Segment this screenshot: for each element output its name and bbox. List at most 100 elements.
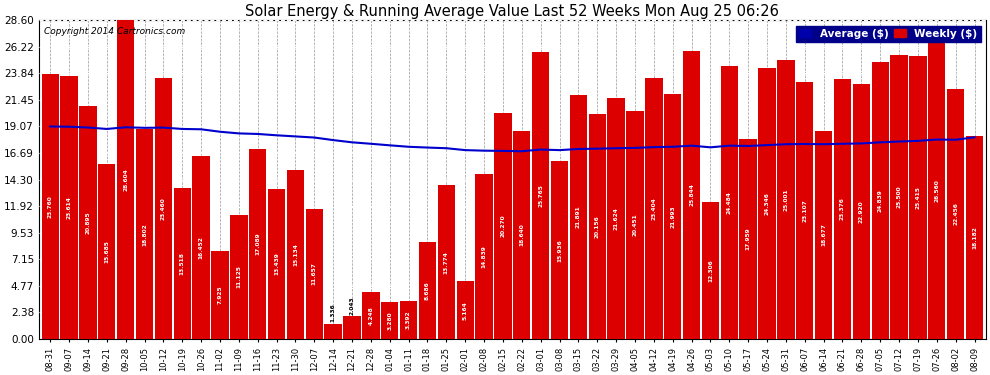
Bar <box>325 324 342 339</box>
Bar <box>400 301 418 339</box>
Text: 20.270: 20.270 <box>500 215 506 237</box>
Bar <box>249 148 266 339</box>
Text: 23.107: 23.107 <box>802 199 807 222</box>
Bar <box>419 242 437 339</box>
Text: 15.936: 15.936 <box>557 239 562 261</box>
Bar <box>60 76 78 339</box>
Text: 12.306: 12.306 <box>708 259 713 282</box>
Text: 11.657: 11.657 <box>312 262 317 285</box>
Text: 18.802: 18.802 <box>142 223 148 246</box>
Text: 23.760: 23.760 <box>48 195 52 218</box>
Text: 25.415: 25.415 <box>916 186 921 209</box>
Bar <box>494 113 512 339</box>
Text: 24.346: 24.346 <box>764 192 769 215</box>
Bar <box>589 114 606 339</box>
Text: 25.765: 25.765 <box>539 184 544 207</box>
Bar <box>98 164 116 339</box>
Bar <box>928 43 945 339</box>
Bar <box>834 78 851 339</box>
Bar <box>721 66 738 339</box>
Text: 2.043: 2.043 <box>349 296 354 315</box>
Bar <box>154 78 172 339</box>
Text: 20.156: 20.156 <box>595 215 600 238</box>
Text: 16.452: 16.452 <box>199 236 204 259</box>
Text: 23.460: 23.460 <box>161 197 166 220</box>
Text: 3.280: 3.280 <box>387 311 392 330</box>
Text: 8.686: 8.686 <box>425 281 430 300</box>
Text: 25.500: 25.500 <box>897 186 902 208</box>
Text: 25.844: 25.844 <box>689 183 694 206</box>
Text: 4.248: 4.248 <box>368 306 373 325</box>
Bar <box>306 209 323 339</box>
Bar <box>683 51 700 339</box>
Text: Copyright 2014 Cartronics.com: Copyright 2014 Cartronics.com <box>44 27 185 36</box>
Bar <box>702 202 719 339</box>
Bar <box>381 302 398 339</box>
Bar <box>192 156 210 339</box>
Text: 23.614: 23.614 <box>66 196 71 219</box>
Bar <box>608 98 625 339</box>
Bar <box>231 215 248 339</box>
Bar <box>815 131 833 339</box>
Text: 11.125: 11.125 <box>237 266 242 288</box>
Text: 24.484: 24.484 <box>727 191 732 214</box>
Bar <box>569 95 587 339</box>
Text: 13.439: 13.439 <box>274 253 279 276</box>
Text: 1.336: 1.336 <box>331 304 336 322</box>
Text: 25.001: 25.001 <box>783 188 788 211</box>
Text: 21.624: 21.624 <box>614 207 619 230</box>
Bar <box>287 170 304 339</box>
Bar <box>627 111 644 339</box>
Bar <box>966 136 983 339</box>
Text: 20.895: 20.895 <box>85 211 90 234</box>
Bar <box>796 81 814 339</box>
Bar <box>268 189 285 339</box>
Bar <box>79 106 97 339</box>
Text: 24.839: 24.839 <box>878 189 883 212</box>
Bar <box>777 60 795 339</box>
Bar <box>550 161 568 339</box>
Text: 5.164: 5.164 <box>462 301 467 320</box>
Bar <box>909 56 927 339</box>
Text: 23.376: 23.376 <box>840 197 845 220</box>
Text: 13.774: 13.774 <box>444 251 448 274</box>
Text: 18.640: 18.640 <box>520 224 525 246</box>
Text: 21.891: 21.891 <box>576 206 581 228</box>
Bar <box>362 292 379 339</box>
Bar <box>475 174 493 339</box>
Text: 7.925: 7.925 <box>218 285 223 304</box>
Bar <box>947 89 964 339</box>
Text: 3.392: 3.392 <box>406 311 411 329</box>
Text: 15.134: 15.134 <box>293 243 298 266</box>
Text: 15.685: 15.685 <box>104 240 109 263</box>
Text: 17.959: 17.959 <box>745 228 750 250</box>
Bar <box>740 139 756 339</box>
Text: 22.920: 22.920 <box>859 200 864 223</box>
Bar <box>117 20 135 339</box>
Text: 22.456: 22.456 <box>953 202 958 225</box>
Bar <box>456 281 474 339</box>
Text: 18.677: 18.677 <box>821 224 826 246</box>
Text: 28.604: 28.604 <box>123 168 128 191</box>
Bar <box>664 94 681 339</box>
Bar <box>645 78 662 339</box>
Bar <box>871 62 889 339</box>
Bar <box>42 74 58 339</box>
Legend: Average ($), Weekly ($): Average ($), Weekly ($) <box>796 26 981 42</box>
Text: 21.993: 21.993 <box>670 205 675 228</box>
Text: 14.839: 14.839 <box>481 245 486 268</box>
Bar <box>758 68 776 339</box>
Bar <box>852 84 870 339</box>
Text: 17.089: 17.089 <box>255 232 260 255</box>
Bar <box>438 186 455 339</box>
Bar <box>136 129 153 339</box>
Bar <box>532 52 549 339</box>
Text: 13.518: 13.518 <box>180 252 185 275</box>
Bar <box>344 316 360 339</box>
Title: Solar Energy & Running Average Value Last 52 Weeks Mon Aug 25 06:26: Solar Energy & Running Average Value Las… <box>246 4 779 19</box>
Bar <box>513 131 531 339</box>
Text: 20.451: 20.451 <box>633 214 638 236</box>
Text: 18.182: 18.182 <box>972 226 977 249</box>
Text: 26.560: 26.560 <box>935 180 940 203</box>
Bar <box>890 55 908 339</box>
